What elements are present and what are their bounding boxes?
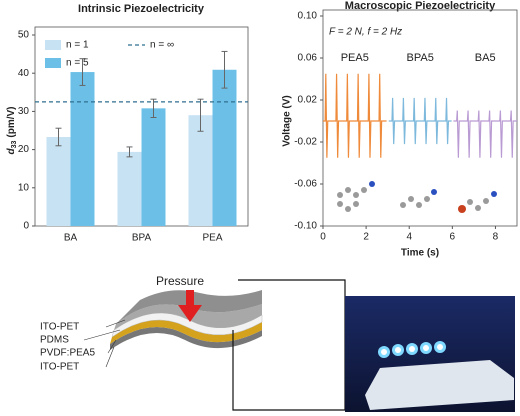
x-tick-label: BPA: [132, 233, 152, 244]
legend-swatch: [45, 40, 61, 50]
y-tick-label: 0.06: [298, 53, 318, 64]
y-tick-label: 0: [23, 221, 29, 232]
y-tick-label: -0.10: [294, 221, 317, 232]
y-axis-label: Voltage (V): [282, 95, 293, 146]
layer-label: PVDF:PEA5: [40, 348, 95, 359]
charts: Intrinsic Piezoelectricity01020304050d33…: [6, 0, 518, 259]
y-axis-label-part: d: [6, 148, 17, 155]
legend-label: n = 5: [66, 58, 89, 69]
legend-label: n = ∞: [150, 40, 174, 51]
bar: [70, 72, 95, 226]
chart-title: Intrinsic Piezoelectricity: [78, 3, 205, 15]
x-tick-label: 6: [450, 232, 456, 243]
y-tick-label: -0.06: [294, 179, 317, 190]
y-tick-label: -0.02: [294, 137, 317, 148]
y-tick-label: 50: [18, 30, 30, 41]
x-tick-label: 8: [493, 232, 499, 243]
layer-label: ITO-PET: [40, 362, 79, 373]
signal-line: [323, 73, 387, 158]
bar: [212, 69, 237, 227]
x-tick-label: 2: [363, 232, 369, 243]
y-axis-label: d33 (pm/V): [6, 106, 18, 154]
y-axis-label-part: 33: [11, 141, 18, 149]
y-tick-label: 30: [18, 106, 30, 117]
y-tick-label: 0.02: [298, 95, 318, 106]
bar: [188, 115, 213, 226]
x-tick-label: 4: [406, 232, 412, 243]
x-tick-label: PEA: [202, 233, 222, 244]
pressure-label: Pressure: [156, 274, 204, 288]
series-label: BA5: [475, 52, 496, 64]
annotation: F = 2 N, f = 2 Hz: [329, 27, 402, 38]
series-label: PEA5: [341, 52, 369, 64]
plot-frame: [322, 9, 518, 227]
x-tick-label: BA: [64, 233, 78, 244]
legend-swatch: [45, 58, 61, 68]
signal-line: [388, 97, 452, 145]
layer-label: ITO-PET: [40, 322, 79, 333]
photo: [345, 296, 515, 412]
layer-label: PDMS: [40, 335, 69, 346]
y-tick-label: 0.10: [298, 11, 318, 22]
device-layers: [83, 290, 263, 368]
y-tick-label: 40: [18, 68, 30, 79]
chart-title: Macroscopic Piezoelectricity: [345, 0, 496, 12]
signal-line: [453, 110, 517, 158]
y-tick-label: 20: [18, 144, 30, 155]
x-tick-label: 0: [320, 232, 326, 243]
series-label: BPA5: [407, 52, 434, 64]
y-tick-label: 10: [18, 182, 30, 193]
x-axis-label: Time (s): [401, 248, 439, 259]
bar: [117, 151, 142, 226]
bar: [46, 136, 71, 226]
bar: [141, 108, 166, 226]
molecules: [337, 181, 497, 213]
y-axis-label-part: (pm/V): [6, 106, 17, 137]
legend-label: n = 1: [66, 40, 89, 51]
